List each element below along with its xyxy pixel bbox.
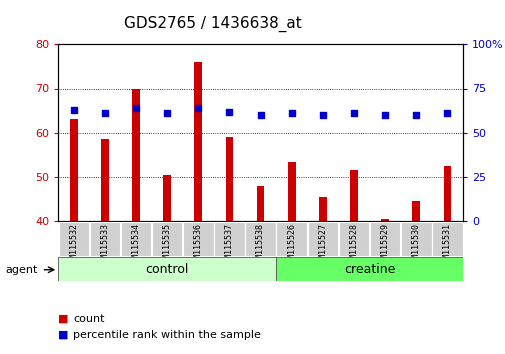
- Bar: [70, 120, 77, 221]
- Point: [318, 112, 326, 118]
- FancyBboxPatch shape: [400, 222, 431, 256]
- Bar: [225, 137, 233, 221]
- Point: [380, 112, 388, 118]
- Text: GSM115535: GSM115535: [162, 223, 171, 268]
- FancyBboxPatch shape: [276, 257, 462, 281]
- Text: count: count: [73, 314, 105, 324]
- Text: GSM115528: GSM115528: [349, 223, 358, 268]
- FancyBboxPatch shape: [121, 222, 151, 256]
- FancyBboxPatch shape: [214, 222, 244, 256]
- Point: [194, 105, 202, 111]
- Bar: [318, 197, 326, 221]
- Text: GSM115529: GSM115529: [380, 223, 389, 268]
- Text: agent: agent: [5, 265, 37, 275]
- FancyBboxPatch shape: [307, 222, 337, 256]
- Bar: [163, 175, 171, 221]
- FancyBboxPatch shape: [276, 222, 307, 256]
- Text: GSM115532: GSM115532: [69, 223, 78, 268]
- Point: [412, 112, 420, 118]
- FancyBboxPatch shape: [431, 222, 462, 256]
- FancyBboxPatch shape: [369, 222, 399, 256]
- Point: [132, 105, 140, 111]
- Text: GSM115526: GSM115526: [287, 223, 295, 268]
- FancyBboxPatch shape: [58, 257, 276, 281]
- Point: [100, 110, 109, 116]
- Text: GDS2765 / 1436638_at: GDS2765 / 1436638_at: [123, 16, 301, 32]
- Bar: [349, 170, 357, 221]
- Text: GSM115536: GSM115536: [193, 223, 203, 268]
- Bar: [287, 161, 295, 221]
- Point: [287, 110, 295, 116]
- Text: percentile rank within the sample: percentile rank within the sample: [73, 330, 261, 339]
- Point: [225, 109, 233, 114]
- FancyBboxPatch shape: [59, 222, 89, 256]
- Point: [256, 112, 264, 118]
- Text: ■: ■: [58, 330, 69, 339]
- Text: control: control: [145, 263, 188, 276]
- FancyBboxPatch shape: [338, 222, 369, 256]
- Point: [163, 110, 171, 116]
- FancyBboxPatch shape: [89, 222, 120, 256]
- FancyBboxPatch shape: [152, 222, 182, 256]
- Point: [442, 110, 450, 116]
- Text: GSM115527: GSM115527: [318, 223, 327, 268]
- Point: [70, 107, 78, 113]
- Bar: [132, 88, 140, 221]
- Text: GSM115531: GSM115531: [442, 223, 451, 268]
- Bar: [412, 201, 419, 221]
- Text: GSM115533: GSM115533: [100, 223, 109, 268]
- Text: GSM115537: GSM115537: [225, 223, 233, 268]
- Text: GSM115534: GSM115534: [131, 223, 140, 268]
- Text: GSM115538: GSM115538: [256, 223, 265, 268]
- Text: ■: ■: [58, 314, 69, 324]
- Bar: [443, 166, 450, 221]
- Text: GSM115530: GSM115530: [411, 223, 420, 268]
- Point: [349, 110, 358, 116]
- Bar: [101, 139, 109, 221]
- Text: creatine: creatine: [343, 263, 394, 276]
- FancyBboxPatch shape: [245, 222, 275, 256]
- Bar: [194, 62, 202, 221]
- FancyBboxPatch shape: [183, 222, 213, 256]
- Bar: [380, 219, 388, 221]
- Bar: [256, 186, 264, 221]
